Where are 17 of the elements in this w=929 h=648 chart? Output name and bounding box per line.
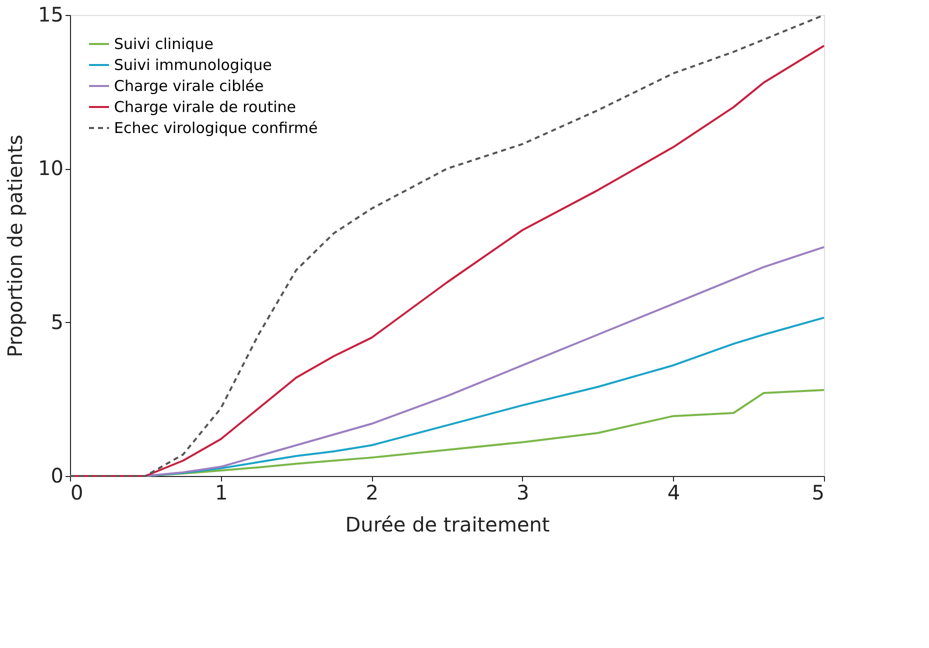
x-tick-label: 1: [214, 480, 228, 504]
x-tick-label: 3: [516, 480, 530, 504]
legend-label: Charge virale ciblée: [114, 77, 264, 95]
legend-label: Suivi clinique: [114, 35, 214, 53]
y-tick-label: 15: [38, 2, 64, 26]
x-tick-label: 4: [667, 480, 680, 504]
legend-label: Echec virologique confirmé: [114, 119, 318, 137]
x-axis-title: Durée de traitement: [345, 512, 550, 536]
y-tick-label: 0: [50, 464, 64, 488]
y-axis-title: Proportion de patients: [3, 134, 28, 358]
legend-label: Suivi immunologique: [114, 56, 272, 74]
x-tick-label: 2: [366, 480, 378, 504]
y-tick-label: 10: [38, 156, 64, 180]
y-tick-label: 5: [50, 310, 64, 334]
x-tick-label: 5: [812, 480, 824, 504]
legend-label: Charge virale de routine: [114, 98, 296, 116]
x-tick-label: 0: [70, 480, 84, 504]
